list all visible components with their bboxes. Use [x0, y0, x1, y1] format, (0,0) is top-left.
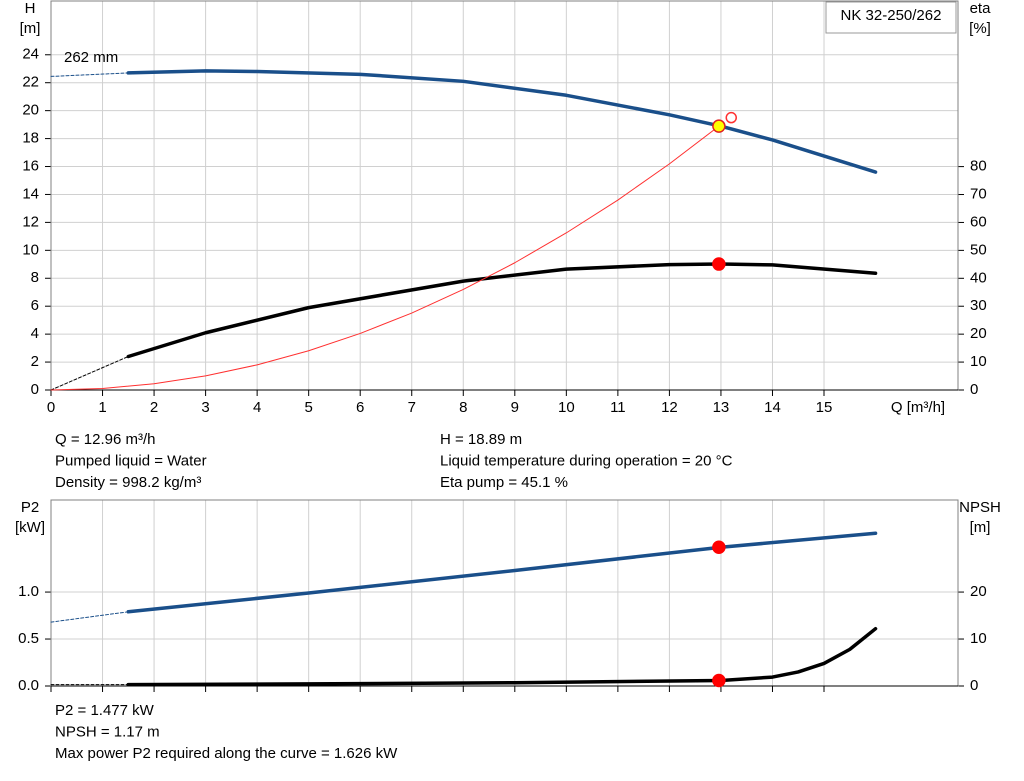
y2-tick-label: 30 — [970, 297, 987, 314]
curve — [126, 262, 878, 359]
operating-point — [712, 540, 726, 555]
y-tick-label: 0.5 — [18, 630, 39, 647]
info-text: NPSH = 1.17 m — [55, 723, 160, 740]
y-tick-label: 12 — [22, 213, 39, 230]
y-tick-label: 1.0 — [18, 583, 39, 600]
x-tick-label: 6 — [356, 399, 364, 416]
y2-tick-label: 20 — [970, 325, 987, 342]
info-text: Pumped liquid = Water — [55, 452, 207, 469]
operating-point — [725, 111, 737, 124]
y-axis-label: H — [25, 0, 36, 17]
info-text: P2 = 1.477 kW — [55, 702, 155, 719]
x-tick-label: 15 — [816, 399, 833, 416]
plot-frame — [50, 499, 959, 687]
x-tick-label: 3 — [201, 399, 209, 416]
y2-tick-label: 40 — [970, 269, 987, 286]
x-tick-label: 4 — [253, 399, 261, 416]
y2-tick-label: 0 — [970, 381, 978, 398]
x-tick-label: 7 — [408, 399, 416, 416]
y-tick-label: 20 — [22, 102, 39, 119]
plot-frame — [50, 0, 959, 391]
y2-tick-label: 10 — [970, 630, 987, 647]
curve — [50, 125, 720, 391]
y-tick-label: 22 — [22, 74, 39, 91]
curve — [50, 355, 129, 391]
y-tick-label: 18 — [22, 130, 39, 147]
x-tick-label: 13 — [713, 399, 730, 416]
info-text: H = 18.89 m — [440, 431, 522, 448]
y2-tick-label: 80 — [970, 158, 987, 175]
y2-axis-label: NPSH — [959, 499, 1001, 516]
y2-axis-label: [m] — [970, 519, 991, 536]
y-axis-label: P2 — [21, 499, 39, 516]
curve — [126, 531, 878, 614]
title-box — [825, 1, 957, 34]
y-tick-label: 24 — [22, 46, 39, 63]
y-tick-label: 0.0 — [18, 677, 39, 694]
y2-tick-label: 50 — [970, 241, 987, 258]
y-tick-label: 2 — [31, 353, 39, 370]
curve-annotation: 262 mm — [64, 49, 118, 66]
y2-tick-label: 60 — [970, 213, 987, 230]
chart-title: NK 32-250/262 — [841, 7, 942, 24]
y-tick-label: 6 — [31, 297, 39, 314]
curve — [126, 626, 878, 687]
operating-point — [712, 257, 726, 271]
info-text: Density = 998.2 kg/m³ — [55, 474, 201, 491]
x-tick-label: 0 — [47, 399, 55, 416]
x-tick-label: 5 — [304, 399, 312, 416]
operating-point — [712, 119, 726, 133]
x-tick-label: 12 — [661, 399, 678, 416]
y2-tick-label: 0 — [970, 677, 978, 694]
y2-tick-label: 10 — [970, 353, 987, 370]
x-tick-label: 8 — [459, 399, 467, 416]
x-tick-label: 2 — [150, 399, 158, 416]
info-text: Max power P2 required along the curve = … — [55, 745, 398, 762]
operating-point — [712, 673, 726, 688]
x-tick-label: 9 — [511, 399, 519, 416]
x-tick-label: 11 — [610, 399, 626, 416]
y2-tick-label: 70 — [970, 185, 987, 202]
curve — [50, 611, 129, 623]
y2-axis-label: eta — [970, 0, 992, 17]
y-axis-label: [kW] — [15, 519, 45, 536]
y2-axis-label: [%] — [969, 20, 991, 37]
curve — [126, 69, 878, 174]
y-tick-label: 0 — [31, 381, 39, 398]
x-tick-label: 1 — [98, 399, 106, 416]
y-tick-label: 16 — [22, 157, 39, 174]
y-tick-label: 8 — [31, 269, 39, 286]
y-tick-label: 4 — [31, 325, 39, 342]
y2-tick-label: 20 — [970, 583, 987, 600]
x-axis-label: Q [m³/h] — [891, 399, 945, 416]
x-tick-label: 14 — [764, 399, 781, 416]
info-text: Eta pump = 45.1 % — [440, 474, 568, 491]
y-axis-label: [m] — [20, 20, 41, 37]
x-tick-label: 10 — [558, 399, 575, 416]
y-tick-label: 10 — [22, 241, 39, 258]
y-tick-label: 14 — [22, 185, 39, 202]
curve — [50, 72, 129, 77]
info-text: Liquid temperature during operation = 20… — [440, 452, 733, 469]
info-text: Q = 12.96 m³/h — [55, 431, 155, 448]
